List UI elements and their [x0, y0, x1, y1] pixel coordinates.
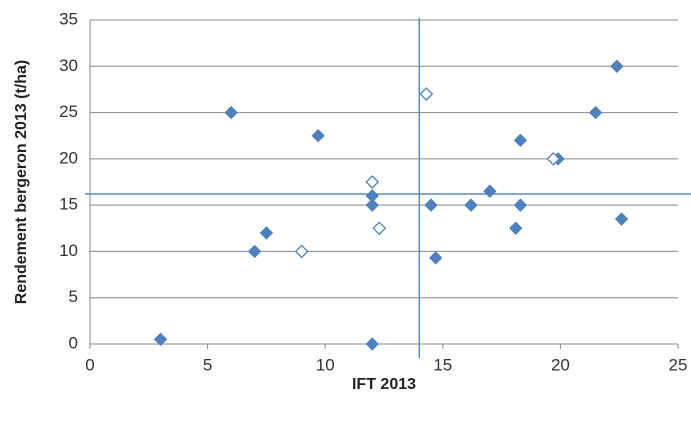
data-point [429, 251, 443, 265]
data-point [546, 151, 561, 166]
data-point [153, 332, 168, 347]
data-point [365, 198, 379, 212]
data-point [513, 133, 528, 148]
y-tick-label: 5 [69, 287, 78, 306]
x-tick-label: 10 [316, 355, 335, 374]
data-point [365, 337, 379, 351]
y-tick-label: 25 [59, 102, 78, 121]
data-point [372, 221, 387, 236]
data-point [224, 105, 238, 120]
y-tick-label: 35 [59, 9, 78, 28]
y-tick-label: 20 [59, 148, 78, 167]
y-tick-label: 30 [59, 56, 78, 75]
data-point [311, 129, 325, 143]
y-tick-label: 15 [59, 195, 78, 214]
data-point [464, 198, 478, 212]
data-point [259, 226, 274, 240]
x-axis-title: IFT 2013 [352, 376, 416, 393]
y-tick-label: 0 [69, 333, 78, 352]
y-tick-label: 10 [59, 241, 78, 260]
data-point [419, 87, 434, 101]
data-point [483, 184, 497, 198]
data-point [247, 244, 262, 259]
data-point [614, 212, 629, 226]
data-point [509, 221, 523, 235]
data-point [610, 59, 624, 73]
data-point [513, 198, 528, 212]
x-tick-label: 15 [433, 355, 452, 374]
x-tick-label: 25 [669, 355, 688, 374]
x-tick-label: 20 [551, 355, 570, 374]
y-axis-title: Rendement bergeron 2013 (t/ha) [13, 60, 30, 305]
data-point [294, 244, 309, 259]
x-tick-label: 0 [85, 355, 94, 374]
data-point [588, 105, 603, 120]
x-tick-label: 5 [203, 355, 212, 374]
data-point [365, 175, 380, 189]
data-point [424, 198, 438, 212]
